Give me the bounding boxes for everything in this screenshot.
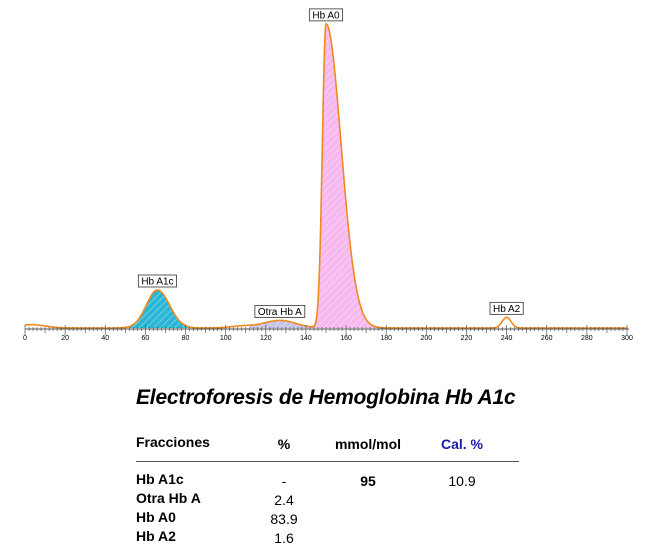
- peak-hatch: [129, 290, 190, 328]
- svg-text:Hb A2: Hb A2: [493, 304, 521, 315]
- x-tick-label: 100: [220, 335, 232, 342]
- header-percent: %: [277, 436, 291, 452]
- header-mmol: mmol/mol: [334, 436, 402, 452]
- x-tick-label: 140: [300, 335, 312, 342]
- peak-label: Otra Hb A: [254, 304, 306, 318]
- electrophoresis-chart: 0 20 40 60 80 100 120 140 160 180 200 220 240 260 280 3…: [23, 8, 633, 342]
- x-tick-label: 180: [380, 335, 392, 342]
- header-divider: [136, 461, 519, 462]
- row-percent: -: [281, 473, 287, 489]
- row-name: Otra Hb A: [136, 490, 201, 506]
- chart-title: Electroforesis de Hemoglobina Hb A1c: [136, 386, 516, 409]
- x-tick-label: 240: [501, 335, 513, 342]
- x-tick-label: 80: [182, 335, 190, 342]
- row-mmol: 95: [360, 473, 376, 489]
- table-header: Fracciones % mmol/mol Cal. %: [136, 432, 520, 460]
- svg-text:Hb A1c: Hb A1c: [141, 277, 173, 288]
- row-percent: 1.6: [274, 530, 294, 546]
- peak-labels: Hb A1c Otra Hb A Hb A0 Hb A2: [137, 8, 524, 318]
- peak-label: Hb A1c: [137, 274, 177, 288]
- peak-label: Hb A0: [308, 8, 344, 21]
- x-tick-label: 60: [142, 335, 150, 342]
- svg-text:Hb A0: Hb A0: [312, 10, 340, 21]
- x-tick-label: 40: [101, 335, 109, 342]
- peak-hatch: [249, 320, 308, 328]
- row-percent: 83.9: [270, 511, 298, 527]
- table-row: Hb A0 83.9: [136, 507, 520, 527]
- x-tick-label: 260: [541, 335, 553, 342]
- header-cal-percent: Cal. %: [440, 436, 484, 452]
- row-name: Hb A1c: [136, 471, 184, 487]
- table-row: Hb A1c - 95 10.9: [136, 469, 520, 489]
- peak-label: Hb A2: [489, 301, 524, 315]
- x-tick-label: 200: [420, 335, 432, 342]
- x-tick-label: 20: [61, 335, 69, 342]
- peak-hatch: [307, 23, 393, 328]
- header-fracciones: Fracciones: [136, 434, 210, 450]
- table-row: Otra Hb A 2.4: [136, 488, 520, 508]
- x-tick-label: 220: [461, 335, 473, 342]
- row-name: Hb A0: [136, 509, 176, 525]
- row-name: Hb A2: [136, 528, 176, 544]
- x-tick-label: 0: [23, 335, 27, 342]
- x-tick-label: 120: [260, 335, 272, 342]
- row-cal: 10.9: [448, 473, 476, 489]
- x-axis-ticks: 0 20 40 60 80 100 120 140 160 180 200 220 240 260 280 3…: [23, 325, 633, 342]
- svg-text:Otra Hb A: Otra Hb A: [258, 307, 302, 318]
- x-tick-label: 300: [621, 335, 633, 342]
- x-tick-label: 160: [340, 335, 352, 342]
- fractions-table: Fracciones % mmol/mol Cal. % Hb A1c - 95…: [136, 432, 520, 546]
- x-tick-label: 280: [581, 335, 593, 342]
- table-row: Hb A2 1.6: [136, 526, 520, 546]
- row-percent: 2.4: [274, 492, 294, 508]
- table-rows: Hb A1c - 95 10.9 Otra Hb A 2.4 Hb A0 83.…: [136, 469, 520, 546]
- peak-fills: [129, 23, 393, 328]
